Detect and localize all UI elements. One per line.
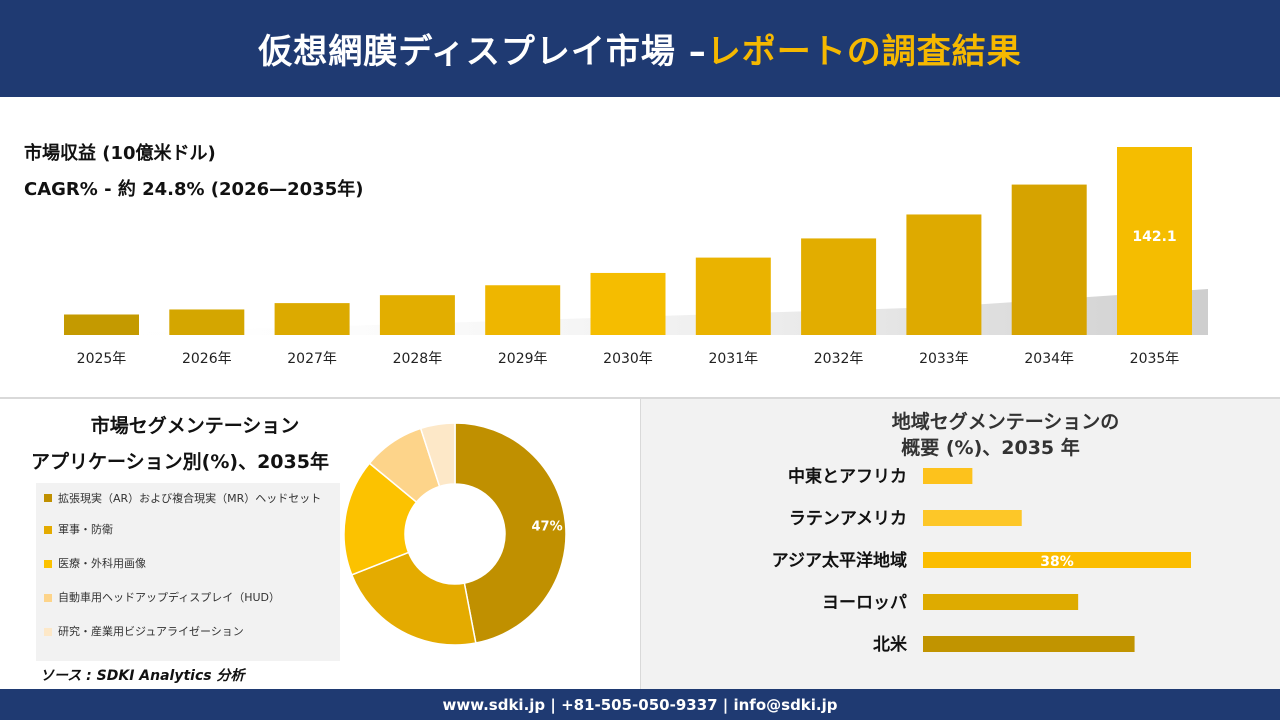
segment-subtitle: アプリケーション別(%)、2035年 <box>31 451 329 473</box>
region-subtitle: 概要 (%)、2035 年 <box>901 437 1080 459</box>
region-bar-4 <box>923 636 1135 652</box>
application-donut-chart: 47% <box>343 422 567 646</box>
slice-data-label: 47% <box>532 519 563 534</box>
x-tick-label: 2035年 <box>1130 351 1180 367</box>
section-divider <box>0 397 1280 399</box>
panel-divider <box>640 399 641 689</box>
donut-legend: 拡張現実（AR）および複合現実（MR）ヘッドセット 軍事・防衛医療・外科用画像自動… <box>36 483 340 661</box>
page-title: 仮想網膜ディスプレイ市場 –レポートの調査結果 <box>258 24 1021 73</box>
region-bar-0 <box>923 468 973 484</box>
x-tick-label: 2033年 <box>919 351 969 367</box>
bar-8 <box>906 214 982 335</box>
legend-swatch <box>44 628 52 636</box>
x-tick-label: 2027年 <box>287 351 337 367</box>
donut-slice-0 <box>454 422 567 644</box>
source-note: ソース : SDKI Analytics 分析 <box>40 668 245 684</box>
region-bar-2 <box>923 552 1191 568</box>
donut-slice-4 <box>419 422 456 488</box>
legend-label: 拡張現実（AR）および複合現実（MR）ヘッドセット <box>58 492 322 505</box>
footer-banner: www.sdki.jp | +81-505-050-9337 | info@sd… <box>0 689 1280 720</box>
revenue-label: 市場収益 (10億米ドル) <box>24 143 216 164</box>
region-title: 地域セグメンテーションの <box>891 411 1120 433</box>
x-tick-label: 2025年 <box>77 351 127 367</box>
legend-label: 軍事・防衛 <box>58 523 113 536</box>
bar-data-label: 15.5 <box>84 339 119 355</box>
region-bar-1 <box>923 510 1022 526</box>
bar-data-label: 142.1 <box>1132 229 1176 245</box>
x-tick-label: 2030年 <box>603 351 653 367</box>
application-segment-panel: 市場セグメンテーション アプリケーション別(%)、2035年 拡張現実（AR）お… <box>0 399 640 689</box>
bar-2 <box>274 303 350 335</box>
legend-label: 研究・産業用ビジュアライゼーション <box>58 625 244 638</box>
bar-10 <box>1117 147 1192 335</box>
bar-7 <box>801 238 877 335</box>
region-bar-3 <box>923 594 1079 610</box>
legend-item: 研究・産業用ビジュアライゼーション <box>44 621 334 642</box>
legend-item: 自動車用ヘッドアップディスプレイ（HUD） <box>44 587 334 608</box>
bar-1 <box>169 309 245 335</box>
legend-swatch <box>44 494 52 502</box>
legend-swatch <box>44 560 52 568</box>
x-tick-label: 2034年 <box>1024 351 1074 367</box>
donut-slice-1 <box>350 551 477 646</box>
legend-swatch <box>44 526 52 534</box>
title-main: 仮想網膜ディスプレイ市場 – <box>258 32 707 72</box>
legend-item: 医療・外科用画像 <box>44 553 334 574</box>
region-label: 北米 <box>873 634 908 655</box>
contact-info: www.sdki.jp | +81-505-050-9337 | info@sd… <box>442 695 838 714</box>
x-tick-label: 2028年 <box>393 351 443 367</box>
x-tick-label: 2026年 <box>182 351 232 367</box>
legend-label: 医療・外科用画像 <box>58 557 146 570</box>
x-tick-label: 2029年 <box>498 351 548 367</box>
bar-9 <box>1011 184 1087 335</box>
legend-item: 拡張現実（AR）および複合現実（MR）ヘッドセット <box>44 487 334 511</box>
legend-swatch <box>44 594 52 602</box>
cagr-label: CAGR% - 約 24.8% (2026—2035年) <box>24 179 364 200</box>
region-label: 中東とアフリカ <box>788 466 907 487</box>
region-label: ラテンアメリカ <box>789 509 907 529</box>
x-tick-label: 2031年 <box>708 351 758 367</box>
title-accent: レポートの調査結果 <box>706 32 1022 72</box>
header-banner: 仮想網膜ディスプレイ市場 –レポートの調査結果 <box>0 0 1280 97</box>
bar-5 <box>590 272 666 335</box>
bar-3 <box>379 295 455 335</box>
segment-title: 市場セグメンテーション <box>90 415 300 437</box>
legend-item: 軍事・防衛 <box>44 519 334 540</box>
region-label: ヨーロッパ <box>822 593 907 613</box>
region-segment-panel: 地域セグメンテーションの 概要 (%)、2035 年 中東とアフリカ ラテンアメリ… <box>641 399 1280 689</box>
x-tick-label: 2032年 <box>814 351 864 367</box>
bar-0 <box>64 314 139 335</box>
bar-4 <box>485 285 561 335</box>
region-label: アジア太平洋地域 <box>772 550 907 571</box>
region-data-label: 38% <box>1040 554 1074 570</box>
revenue-section: 2025年 15.5 2026年 2027年 2028年 2029年 2030年 2031年 2… <box>0 97 1280 397</box>
bar-6 <box>695 257 771 335</box>
legend-label: 自動車用ヘッドアップディスプレイ（HUD） <box>58 591 281 604</box>
